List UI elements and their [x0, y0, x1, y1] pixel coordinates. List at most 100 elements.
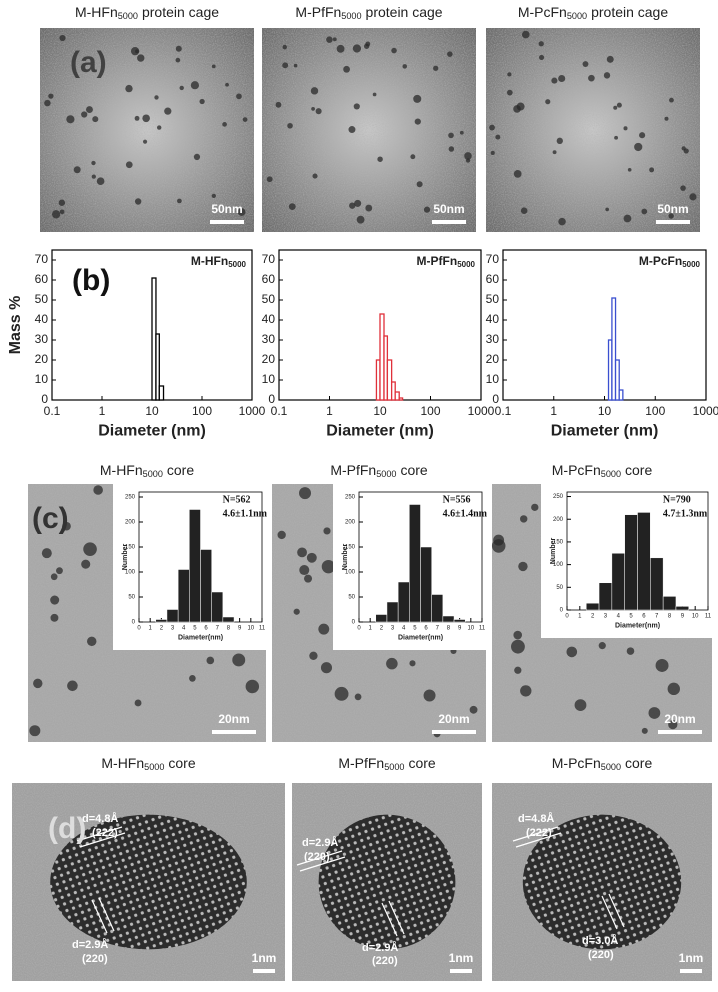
y-tick-label: 0	[492, 392, 499, 406]
particle	[414, 118, 421, 125]
particle	[242, 117, 248, 122]
lattice-line	[91, 899, 108, 934]
bar	[662, 596, 677, 611]
particle	[134, 198, 142, 205]
annotation: N=562	[223, 494, 251, 505]
particle	[518, 561, 528, 572]
scale-bar	[450, 969, 472, 973]
bar	[189, 509, 201, 623]
particle	[349, 202, 356, 209]
y-tick-label: 60	[486, 272, 500, 286]
annotation: 4.7±1.3nm	[663, 508, 708, 519]
particle	[465, 158, 471, 163]
particle	[211, 64, 216, 69]
particle	[520, 685, 532, 697]
y-tick-label: 0	[560, 608, 564, 614]
lattice-line	[79, 832, 126, 848]
particle	[125, 84, 133, 93]
particle	[315, 108, 322, 115]
particle	[372, 92, 377, 97]
x-tick-label: 6	[204, 626, 208, 632]
bar	[158, 385, 165, 401]
particle	[189, 675, 196, 682]
particle	[287, 122, 293, 129]
title-name: M-PcFn	[552, 462, 601, 478]
x-tick-label: 1	[99, 404, 106, 418]
particle	[323, 527, 331, 535]
particle	[626, 647, 635, 655]
particle	[48, 93, 54, 99]
y-tick-label: 50	[486, 292, 500, 306]
particle	[293, 608, 300, 615]
particle	[277, 530, 286, 540]
bar	[166, 609, 179, 623]
x-tick-label: 4	[617, 614, 621, 620]
bar	[375, 614, 388, 623]
bar	[614, 359, 620, 401]
title-subscript: 5000	[144, 762, 164, 772]
particle	[50, 595, 60, 605]
particle	[552, 150, 557, 155]
panel-title: M-PfFn5000 protein cage	[295, 4, 442, 22]
x-tick-label: 10	[373, 404, 387, 418]
particle	[211, 193, 216, 199]
particle	[689, 193, 697, 201]
particle	[582, 61, 589, 68]
particle	[193, 153, 201, 161]
scale-bar	[658, 730, 702, 734]
title-name: M-HFn	[101, 755, 144, 771]
particle	[306, 552, 317, 563]
particle	[297, 547, 307, 558]
particle	[603, 72, 611, 79]
x-tick-label: 7	[655, 614, 659, 620]
title-subscript: 5000	[384, 762, 404, 772]
x-axis-label: Diameter (nm)	[551, 422, 659, 439]
x-tick-label: 9	[458, 626, 462, 632]
bar	[222, 616, 235, 623]
particle	[58, 199, 66, 206]
particle	[199, 98, 205, 105]
bar	[397, 581, 410, 623]
title-rest: protein cage	[591, 4, 668, 20]
lattice-annotation: d=2.9Å	[302, 836, 338, 849]
lattice-annotation: (220)	[82, 953, 108, 965]
x-tick-label: 11	[705, 614, 712, 620]
lattice-annotation: d=2.9Å	[362, 941, 398, 954]
lattice-annotation: d=4.8Å	[82, 812, 118, 825]
scale-bar	[210, 220, 244, 224]
scale-bar	[212, 730, 256, 734]
particle	[448, 146, 455, 152]
title-name: M-HFn	[75, 4, 118, 20]
y-tick-label: 250	[345, 495, 356, 501]
particle	[391, 47, 397, 54]
particle	[67, 680, 78, 692]
x-tick-label: 1000	[468, 404, 495, 418]
bar	[390, 381, 396, 401]
lattice-annotation: d=3.0Å	[582, 934, 618, 947]
panel-label: (a)	[70, 46, 107, 79]
particle	[649, 167, 655, 173]
particle	[311, 107, 315, 111]
bar	[585, 602, 600, 611]
particle	[511, 639, 525, 654]
annotation: N=556	[443, 494, 471, 505]
particle	[606, 55, 614, 63]
particle	[33, 678, 43, 689]
y-tick-label: 50	[348, 595, 355, 601]
bar	[442, 615, 455, 623]
title-name: M-PfFn	[338, 755, 384, 771]
x-tick-label: 11	[259, 626, 266, 632]
particle	[614, 135, 619, 140]
title-name: M-PcFn	[639, 254, 682, 268]
title-rest: core	[408, 755, 435, 771]
particle	[507, 72, 512, 77]
title-subscript: 5000	[143, 469, 163, 479]
particle	[91, 174, 96, 179]
scale-bar-label: 1nm	[679, 951, 704, 965]
y-tick-label: 0	[352, 620, 356, 626]
lattice-line	[98, 897, 115, 932]
title-rest: core	[625, 755, 652, 771]
particle	[416, 181, 423, 188]
particle	[66, 115, 75, 124]
particle	[409, 660, 416, 667]
